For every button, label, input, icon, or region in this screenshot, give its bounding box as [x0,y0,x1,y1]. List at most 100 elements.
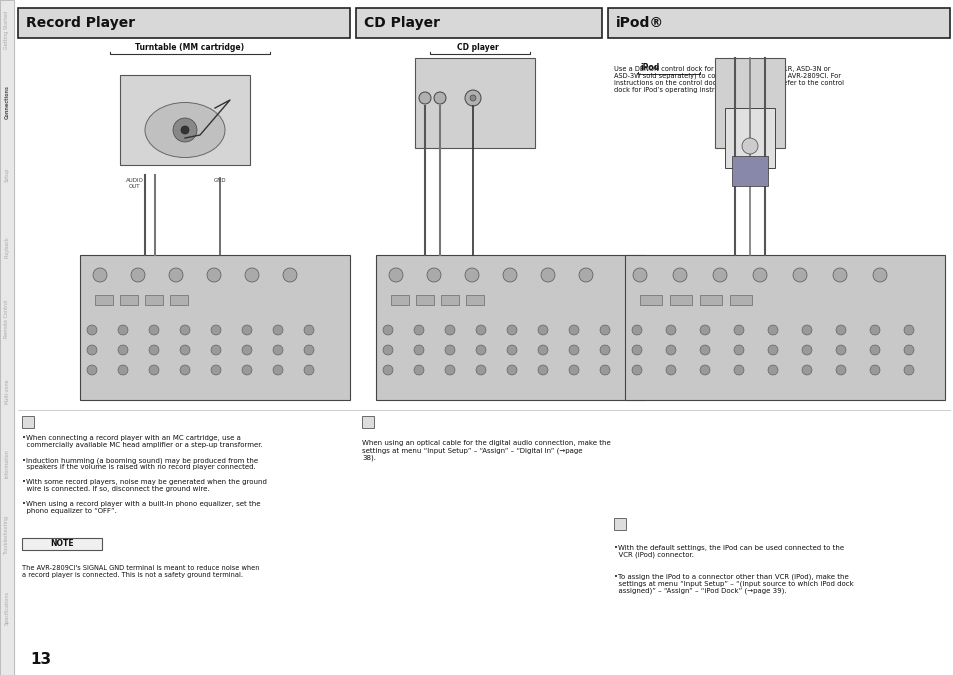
Text: ✎: ✎ [364,418,371,427]
Text: — AUDIO —: — AUDIO — [436,63,469,68]
Circle shape [414,325,423,335]
Text: GND: GND [213,178,226,183]
Bar [614,518,625,530]
Text: ✎: ✎ [25,418,31,427]
Bar [639,295,661,305]
Text: Multi-zone: Multi-zone [5,378,10,404]
Circle shape [470,95,476,101]
Circle shape [476,325,485,335]
Circle shape [92,268,107,282]
Bar [729,295,751,305]
Circle shape [502,268,517,282]
Bar [22,416,34,428]
Text: When using an optical cable for the digital audio connection, make the
settings : When using an optical cable for the digi… [361,440,610,461]
Circle shape [273,345,283,355]
Text: ✎: ✎ [616,520,623,529]
Circle shape [180,345,190,355]
Circle shape [304,345,314,355]
Circle shape [599,345,609,355]
Circle shape [118,365,128,375]
Circle shape [283,268,296,282]
Circle shape [631,365,641,375]
Circle shape [382,345,393,355]
Circle shape [869,345,879,355]
Text: Troubleshooting: Troubleshooting [5,516,10,555]
Circle shape [273,365,283,375]
Bar [22,538,102,550]
Circle shape [672,268,686,282]
Bar [465,295,483,305]
Text: •To assign the iPod to a connector other than VCR (iPod), make the
  settings at: •To assign the iPod to a connector other… [614,573,853,595]
Circle shape [700,365,709,375]
Circle shape [801,345,811,355]
Circle shape [741,138,758,154]
Text: iPod: iPod [639,63,659,72]
Circle shape [207,268,221,282]
Bar [731,156,767,186]
Circle shape [903,365,913,375]
Ellipse shape [145,103,225,157]
Text: •With the default settings, the iPod can be used connected to the
  VCR (iPod) c: •With the default settings, the iPod can… [614,545,843,558]
Bar [724,108,774,168]
Bar [416,295,434,305]
Text: L        R: L R [442,71,463,76]
Circle shape [172,118,196,142]
Circle shape [304,365,314,375]
Bar [361,416,374,428]
Circle shape [903,345,913,355]
Circle shape [476,345,485,355]
Circle shape [540,268,555,282]
Circle shape [835,365,845,375]
Circle shape [665,345,676,355]
Circle shape [835,345,845,355]
Text: Specifications: Specifications [5,591,10,625]
Circle shape [382,325,393,335]
Circle shape [245,268,258,282]
Circle shape [476,365,485,375]
Circle shape [242,345,252,355]
Bar [700,295,721,305]
Circle shape [87,345,97,355]
Circle shape [599,325,609,335]
Circle shape [733,365,743,375]
Circle shape [118,345,128,355]
Bar [375,255,645,400]
Bar [669,295,691,305]
Circle shape [414,345,423,355]
Circle shape [181,126,189,134]
Circle shape [767,325,778,335]
Circle shape [568,365,578,375]
Text: •When using a record player with a built-in phono equalizer, set the
  phono equ: •When using a record player with a built… [22,501,260,514]
Circle shape [464,268,478,282]
Circle shape [869,325,879,335]
Circle shape [149,365,159,375]
Circle shape [801,365,811,375]
Circle shape [389,268,402,282]
Text: Setup: Setup [5,167,10,182]
Bar [607,8,949,38]
Circle shape [631,345,641,355]
Bar [714,58,784,148]
Bar [18,8,350,38]
Circle shape [700,325,709,335]
Circle shape [304,325,314,335]
Circle shape [382,365,393,375]
Circle shape [211,365,221,375]
Circle shape [537,365,547,375]
Circle shape [506,365,517,375]
Circle shape [131,268,145,282]
Text: Playback: Playback [5,236,10,258]
Circle shape [118,325,128,335]
Bar [355,8,601,38]
Text: CD player: CD player [456,43,498,53]
Circle shape [872,268,886,282]
Text: CD Player: CD Player [364,16,439,30]
Circle shape [180,325,190,335]
Text: AUDIO
OUT: AUDIO OUT [421,80,437,91]
Bar [170,295,188,305]
Circle shape [633,268,646,282]
Bar [120,295,138,305]
Text: Connections: Connections [5,85,10,119]
Text: •Induction humming (a booming sound) may be produced from the
  speakers if the : •Induction humming (a booming sound) may… [22,457,258,470]
Bar [0,0,14,675]
